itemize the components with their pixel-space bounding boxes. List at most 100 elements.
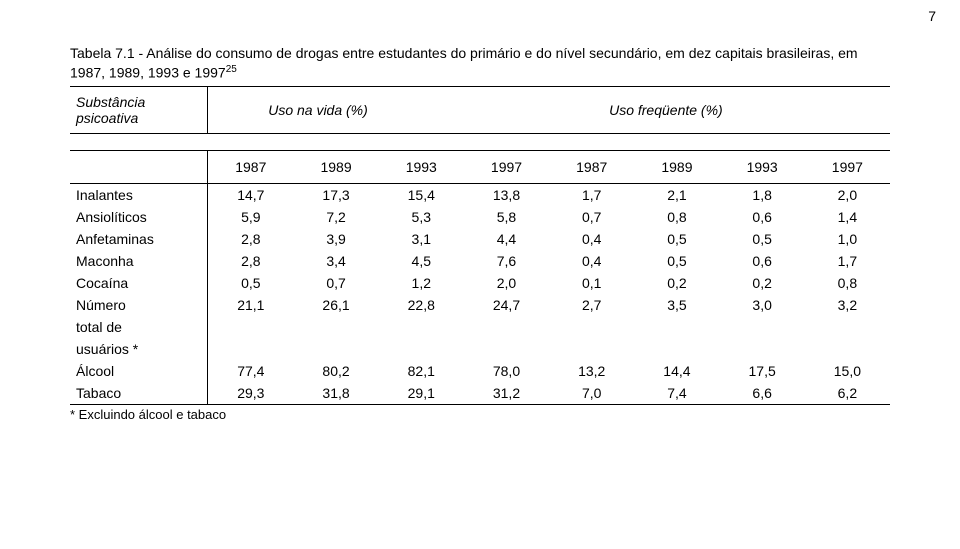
table-row: usuários * (70, 338, 890, 360)
cell-value (464, 338, 549, 360)
cell-value: 0,5 (720, 228, 805, 250)
cell-value: 7,0 (549, 382, 634, 405)
row-label: Tabaco (70, 382, 208, 405)
cell-value: 82,1 (379, 360, 464, 382)
caption-text: Tabela 7.1 - Análise do consumo de droga… (70, 45, 858, 81)
col-header-substance: Substância psicoativa (70, 87, 208, 134)
cell-value: 3,5 (634, 294, 719, 316)
cell-value: 1,4 (805, 206, 890, 228)
cell-value: 0,2 (720, 272, 805, 294)
cell-value (634, 338, 719, 360)
cell-value (379, 338, 464, 360)
cell-value (379, 316, 464, 338)
cell-value: 5,3 (379, 206, 464, 228)
cell-value: 29,1 (379, 382, 464, 405)
cell-value (549, 316, 634, 338)
cell-value (208, 316, 294, 338)
cell-value: 0,4 (549, 250, 634, 272)
row-label: Cocaína (70, 272, 208, 294)
year-col: 1987 (208, 151, 294, 184)
cell-value: 13,2 (549, 360, 634, 382)
table-row: Inalantes14,717,315,413,81,72,11,82,0 (70, 184, 890, 207)
cell-value: 1,7 (549, 184, 634, 207)
col-group-life: Uso na vida (%) (208, 87, 549, 134)
cell-value: 1,2 (379, 272, 464, 294)
year-col: 1989 (634, 151, 719, 184)
year-col: 1997 (805, 151, 890, 184)
cell-value: 17,5 (720, 360, 805, 382)
cell-value: 4,5 (379, 250, 464, 272)
cell-value: 31,8 (293, 382, 378, 405)
spacer-row (70, 134, 890, 151)
cell-value (634, 316, 719, 338)
cell-value: 7,2 (293, 206, 378, 228)
cell-value: 14,7 (208, 184, 294, 207)
cell-value: 3,2 (805, 294, 890, 316)
document-page: 7 Tabela 7.1 - Análise do consumo de dro… (0, 0, 960, 549)
cell-value: 0,7 (549, 206, 634, 228)
cell-value (464, 316, 549, 338)
data-table: Substância psicoativa Uso na vida (%) Us… (70, 86, 890, 405)
cell-value: 1,0 (805, 228, 890, 250)
cell-value: 17,3 (293, 184, 378, 207)
header-row-years: 1987 1989 1993 1997 1987 1989 1993 1997 (70, 151, 890, 184)
cell-value: 0,5 (634, 228, 719, 250)
cell-value (293, 338, 378, 360)
table-row: Álcool77,480,282,178,013,214,417,515,0 (70, 360, 890, 382)
cell-value: 22,8 (379, 294, 464, 316)
cell-value: 0,8 (634, 206, 719, 228)
cell-value: 80,2 (293, 360, 378, 382)
table-row: Número21,126,122,824,72,73,53,03,2 (70, 294, 890, 316)
cell-value: 2,8 (208, 228, 294, 250)
cell-value: 6,6 (720, 382, 805, 405)
cell-value: 3,1 (379, 228, 464, 250)
row-label: Anfetaminas (70, 228, 208, 250)
cell-value: 7,6 (464, 250, 549, 272)
cell-value (805, 316, 890, 338)
cell-value: 3,0 (720, 294, 805, 316)
cell-value (805, 338, 890, 360)
cell-value: 0,6 (720, 206, 805, 228)
table-footnote: * Excluindo álcool e tabaco (70, 405, 890, 422)
cell-value: 29,3 (208, 382, 294, 405)
cell-value: 4,4 (464, 228, 549, 250)
cell-value: 0,6 (720, 250, 805, 272)
cell-value: 24,7 (464, 294, 549, 316)
row-label: Ansiolíticos (70, 206, 208, 228)
cell-value (720, 316, 805, 338)
cell-value: 31,2 (464, 382, 549, 405)
cell-value (549, 338, 634, 360)
row-label: Maconha (70, 250, 208, 272)
caption-superscript: 25 (226, 64, 237, 75)
cell-value: 1,8 (720, 184, 805, 207)
cell-value (720, 338, 805, 360)
cell-value: 0,4 (549, 228, 634, 250)
table-row: Anfetaminas2,83,93,14,40,40,50,51,0 (70, 228, 890, 250)
cell-value: 2,7 (549, 294, 634, 316)
cell-value: 6,2 (805, 382, 890, 405)
row-label: Número (70, 294, 208, 316)
col-group-frequent: Uso freqüente (%) (549, 87, 890, 134)
cell-value: 3,4 (293, 250, 378, 272)
cell-value: 13,8 (464, 184, 549, 207)
row-label: Álcool (70, 360, 208, 382)
cell-value: 2,8 (208, 250, 294, 272)
year-col: 1993 (379, 151, 464, 184)
page-number: 7 (928, 8, 936, 24)
cell-value: 2,1 (634, 184, 719, 207)
cell-value: 14,4 (634, 360, 719, 382)
table-caption: Tabela 7.1 - Análise do consumo de droga… (70, 44, 890, 82)
cell-value: 0,1 (549, 272, 634, 294)
cell-value: 5,9 (208, 206, 294, 228)
year-col: 1997 (464, 151, 549, 184)
cell-value: 1,7 (805, 250, 890, 272)
cell-value: 0,7 (293, 272, 378, 294)
cell-value: 2,0 (805, 184, 890, 207)
table-row: total de (70, 316, 890, 338)
cell-value (293, 316, 378, 338)
cell-value: 77,4 (208, 360, 294, 382)
cell-value: 7,4 (634, 382, 719, 405)
cell-value: 0,5 (634, 250, 719, 272)
cell-value: 21,1 (208, 294, 294, 316)
table-row: Maconha2,83,44,57,60,40,50,61,7 (70, 250, 890, 272)
